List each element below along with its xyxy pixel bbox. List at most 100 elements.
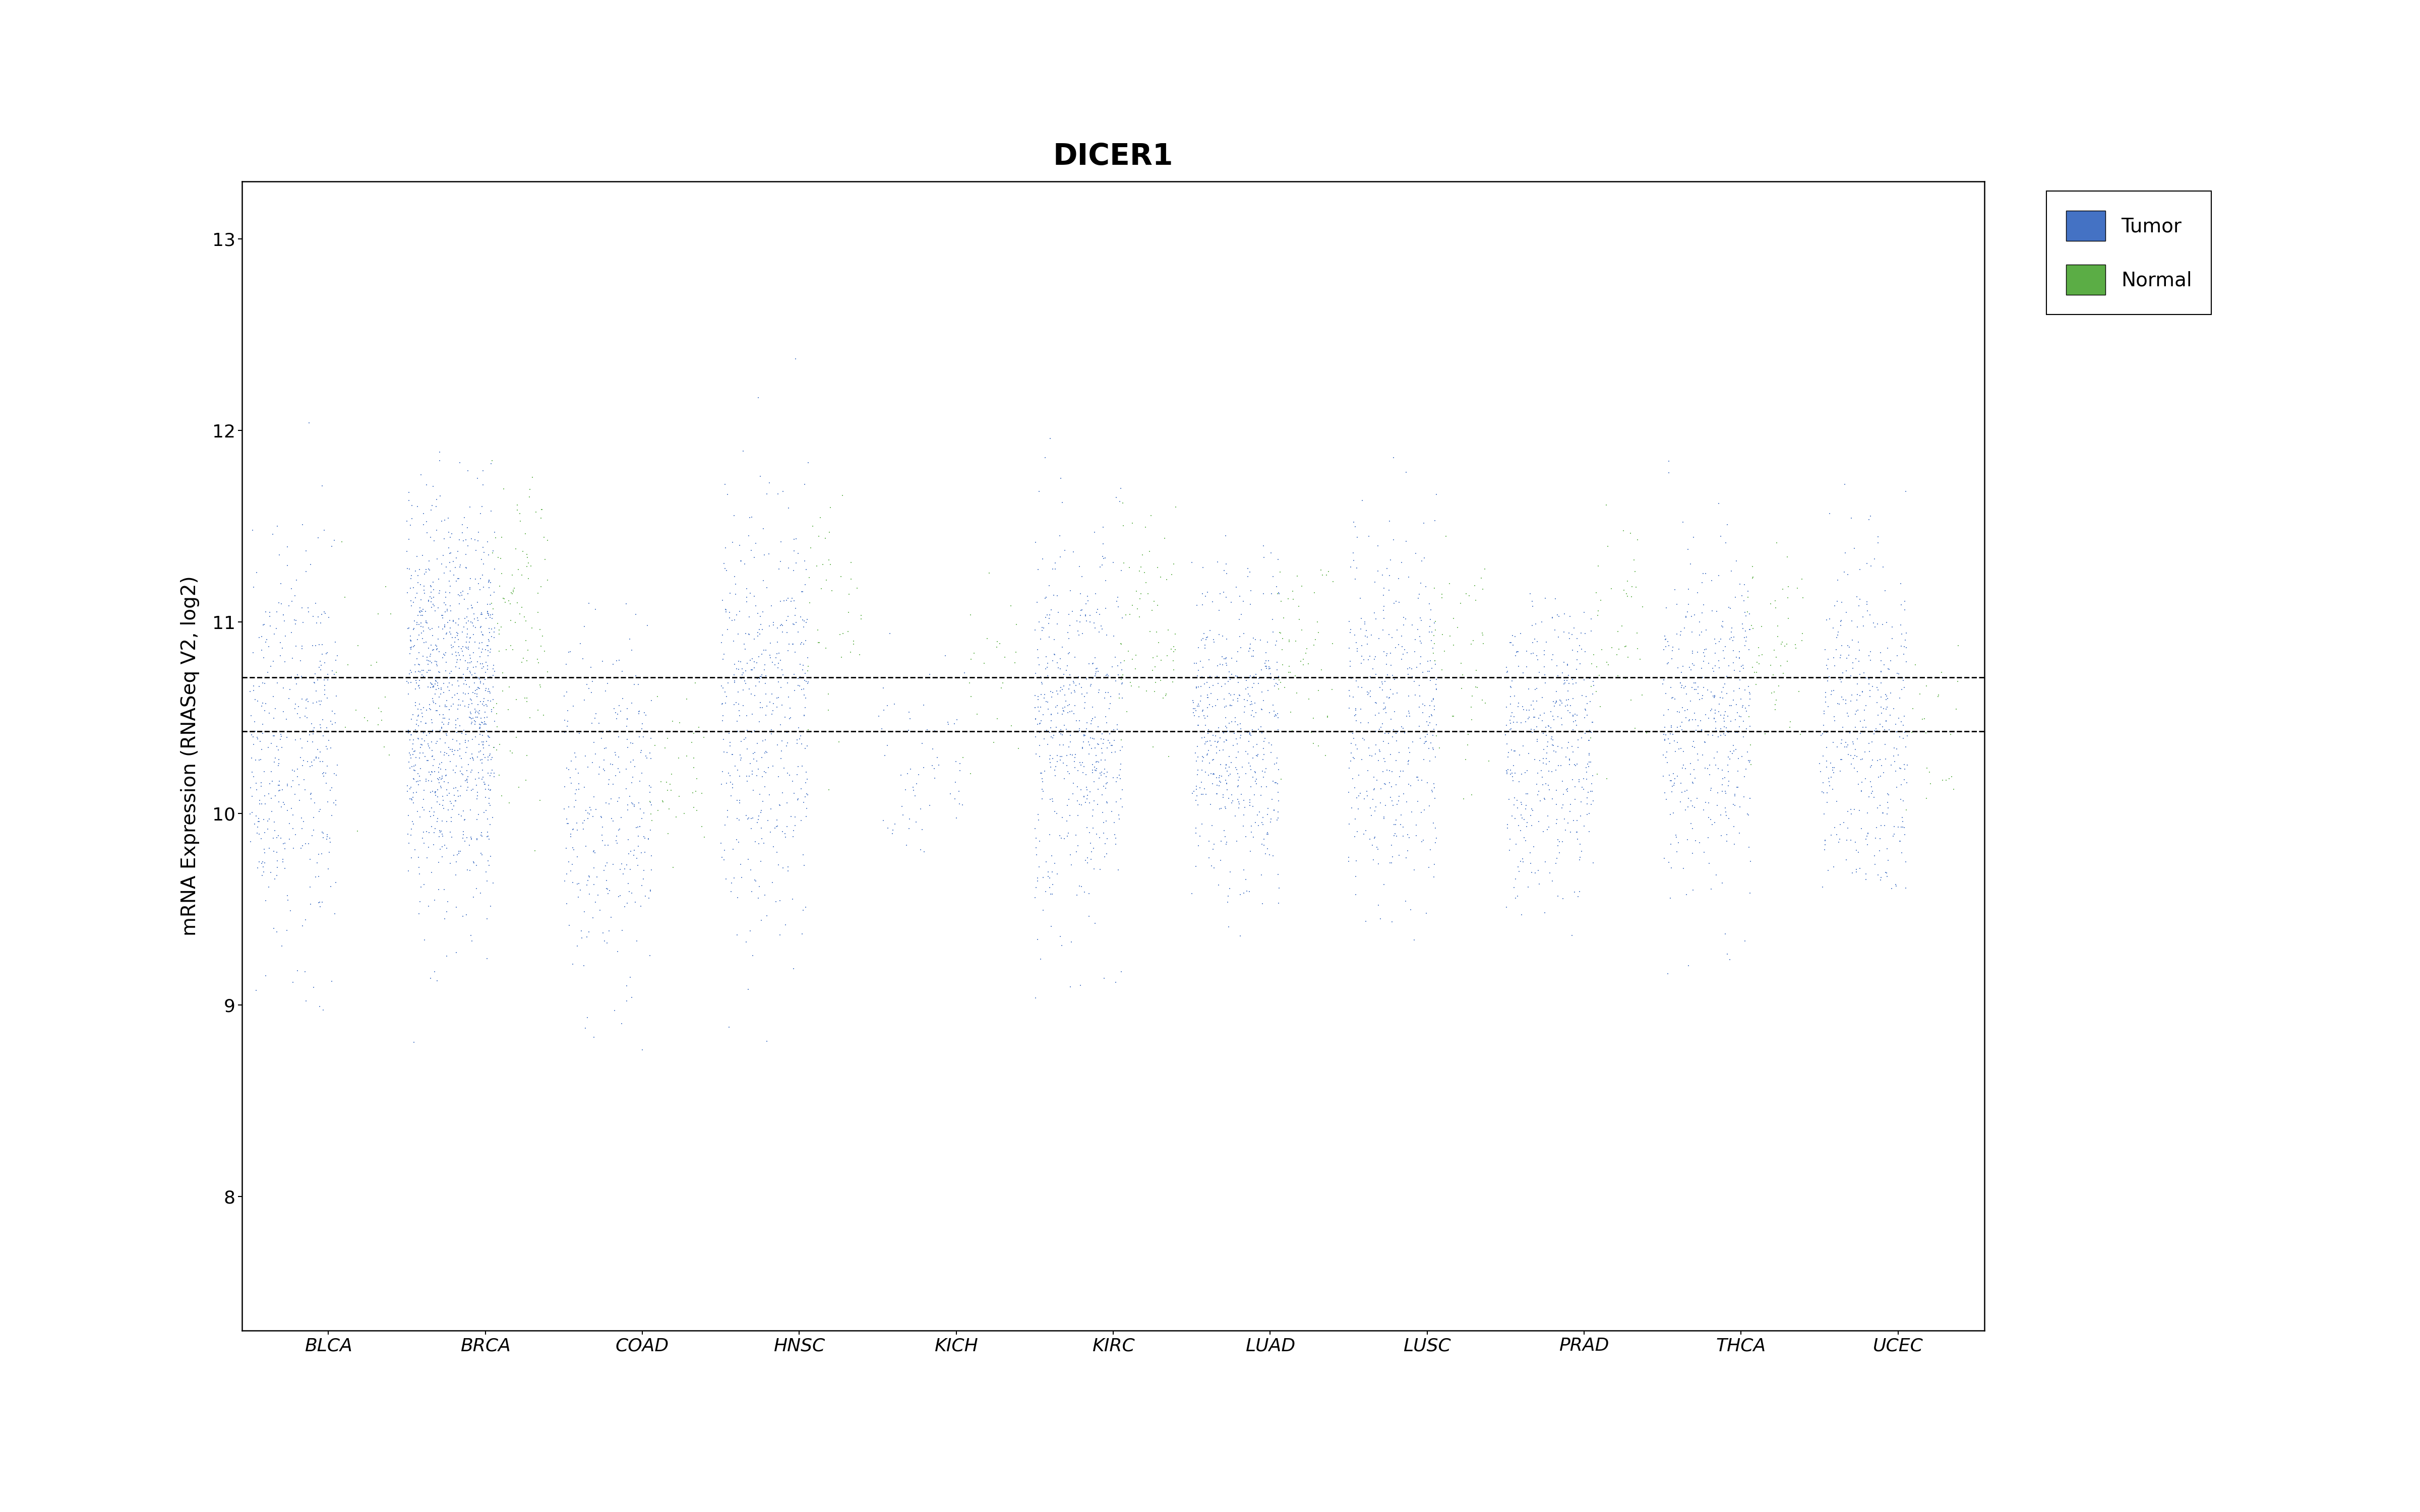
Point: [397, 677, 436, 702]
Point: [421, 792, 460, 816]
Point: [1094, 655, 1133, 679]
Point: [1418, 677, 1457, 702]
Point: [1058, 803, 1096, 827]
Point: [1048, 717, 1087, 741]
Point: [1416, 508, 1454, 532]
Point: [1663, 756, 1701, 780]
Point: [1041, 824, 1079, 848]
Point: [1191, 682, 1229, 706]
Point: [1554, 739, 1592, 764]
Point: [1048, 809, 1087, 833]
Point: [1362, 562, 1401, 587]
Point: [1442, 662, 1481, 686]
Point: [1549, 679, 1588, 703]
Point: [1665, 739, 1704, 764]
Point: [392, 635, 431, 659]
Point: [782, 631, 820, 655]
Point: [586, 759, 624, 783]
Point: [1646, 723, 1684, 747]
Point: [711, 871, 750, 895]
Point: [1220, 689, 1258, 714]
Point: [632, 792, 670, 816]
Point: [457, 773, 496, 797]
Point: [808, 699, 847, 723]
Point: [1672, 841, 1711, 865]
Point: [745, 671, 784, 696]
Point: [1244, 827, 1283, 851]
Point: [1883, 809, 1921, 833]
Point: [770, 706, 808, 730]
Point: [1817, 823, 1856, 847]
Point: [392, 624, 431, 649]
Point: [1341, 764, 1379, 788]
Point: [295, 975, 334, 999]
Point: [1856, 815, 1895, 839]
Point: [237, 815, 276, 839]
Point: [1413, 738, 1452, 762]
Point: [1258, 780, 1297, 804]
Point: [1408, 771, 1447, 795]
Point: [1861, 685, 1900, 709]
Point: [598, 832, 636, 856]
Point: [411, 708, 450, 732]
Point: [1217, 745, 1256, 770]
Point: [1834, 537, 1873, 561]
Point: [455, 682, 494, 706]
Point: [576, 597, 615, 621]
Point: [1147, 683, 1186, 708]
Point: [789, 451, 828, 475]
Point: [1338, 525, 1377, 549]
Point: [1232, 579, 1270, 603]
Point: [1723, 655, 1762, 679]
Point: [276, 727, 315, 751]
Point: [1026, 605, 1065, 629]
Point: [1031, 724, 1070, 748]
Point: [1849, 821, 1888, 845]
Point: [1077, 705, 1116, 729]
Point: [450, 705, 489, 729]
Point: [1684, 644, 1723, 668]
Point: [1065, 791, 1104, 815]
Point: [392, 736, 431, 761]
Point: [1237, 810, 1275, 835]
Point: [1225, 694, 1263, 718]
Point: [397, 559, 436, 584]
Point: [728, 718, 767, 742]
Point: [1561, 621, 1600, 646]
Point: [760, 792, 799, 816]
Point: [450, 682, 489, 706]
Point: [554, 816, 593, 841]
Point: [431, 789, 469, 813]
Point: [1525, 773, 1563, 797]
Point: [469, 677, 508, 702]
Point: [1401, 652, 1440, 676]
Point: [685, 826, 724, 850]
Point: [1687, 730, 1725, 754]
Point: [1696, 702, 1735, 726]
Point: [1558, 703, 1597, 727]
Point: [469, 605, 508, 629]
Point: [1558, 658, 1597, 682]
Point: [257, 841, 295, 865]
Point: [1827, 733, 1866, 758]
Point: [1048, 658, 1087, 682]
Point: [1416, 677, 1454, 702]
Point: [1527, 818, 1566, 842]
Point: [1510, 841, 1549, 865]
Point: [511, 553, 549, 578]
Point: [569, 863, 607, 888]
Point: [300, 692, 339, 717]
Point: [1692, 569, 1730, 593]
Point: [748, 576, 786, 600]
Point: [1254, 564, 1292, 588]
Point: [1227, 762, 1266, 786]
Point: [1396, 640, 1435, 664]
Point: [1019, 854, 1058, 878]
Point: [394, 758, 433, 782]
Point: [1258, 862, 1297, 886]
Point: [1176, 774, 1215, 798]
Point: [1663, 661, 1701, 685]
Point: [240, 748, 278, 773]
Point: [820, 730, 859, 754]
Point: [1878, 720, 1917, 744]
